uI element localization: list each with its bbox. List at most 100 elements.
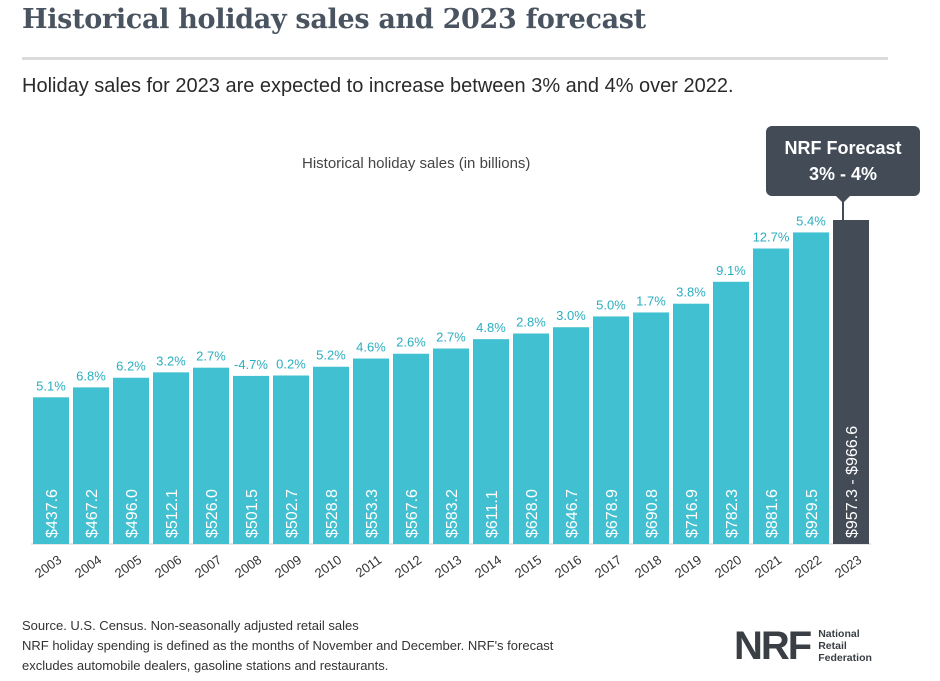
x-tick-label: 2022 <box>792 552 824 581</box>
bar-2010 <box>313 366 349 544</box>
bar-value-label: $512.1 <box>164 489 181 538</box>
x-tick-label: 2012 <box>392 552 424 581</box>
bar-value-label: $716.9 <box>684 489 701 538</box>
bar-growth-label: 3.2% <box>156 353 186 368</box>
bar-value-label: $496.0 <box>124 489 141 538</box>
nrf-logo-mark: NRF <box>734 624 812 668</box>
bar-growth-label: 6.2% <box>116 359 146 374</box>
nrf-logo-line-2: Retail <box>818 640 847 652</box>
x-tick-label: 2008 <box>232 552 264 581</box>
x-tick-label: 2011 <box>353 552 385 580</box>
bar-growth-label: 2.7% <box>436 330 466 345</box>
nrf-logo: NRF National Retail Federation <box>734 626 872 666</box>
x-tick-label: 2010 <box>312 552 344 581</box>
x-tick-label: 2015 <box>512 552 544 581</box>
footer-exclusions: excludes automobile dealers, gasoline st… <box>22 658 389 673</box>
x-tick-label: 2014 <box>472 552 504 581</box>
bar-value-label: $881.6 <box>764 489 781 538</box>
bar-2009 <box>273 375 309 544</box>
nrf-logo-line-1: National <box>818 628 860 640</box>
bar-growth-label: 3.8% <box>676 285 706 300</box>
bar-2014 <box>473 339 509 544</box>
bar-growth-label: 4.6% <box>356 340 386 355</box>
bar-2003 <box>33 397 69 544</box>
forecast-callout-range: 3% - 4% <box>808 164 878 184</box>
footer-source: Source. U.S. Census. Non-seasonally adju… <box>22 618 359 633</box>
forecast-callout-pointer <box>835 195 851 203</box>
x-tick-label: 2005 <box>112 552 144 581</box>
bar-2022 <box>793 232 829 544</box>
bar-value-label: $957.3 - $966.6 <box>844 426 861 538</box>
nrf-logo-text: National Retail Federation <box>818 628 872 664</box>
bar-growth-label: 5.2% <box>316 348 346 363</box>
bar-2018 <box>633 312 669 544</box>
bar-value-label: $782.3 <box>724 489 741 538</box>
bar-growth-label: 9.1% <box>716 263 746 278</box>
bar-value-label: $628.0 <box>524 489 541 538</box>
x-tick-label: 2003 <box>32 552 64 581</box>
bar-2006 <box>153 372 189 544</box>
x-tick-label: 2004 <box>72 552 104 581</box>
bar-value-label: $467.2 <box>84 489 101 538</box>
page-subtitle: Holiday sales for 2023 are expected to i… <box>22 75 734 97</box>
bar-growth-label: 0.2% <box>276 356 306 371</box>
bar-growth-label: 2.8% <box>516 314 546 329</box>
bar-value-label: $528.8 <box>324 489 341 538</box>
x-tick-label: 2018 <box>632 552 664 581</box>
bar-growth-label: 2.7% <box>196 349 226 364</box>
chart-title: Historical holiday sales (in billions) <box>302 155 531 172</box>
page-title: Historical holiday sales and 2023 foreca… <box>22 4 646 35</box>
bar-2020 <box>713 281 749 544</box>
bar-value-label: $678.9 <box>604 489 621 538</box>
bar-value-label: $583.2 <box>444 489 461 538</box>
x-tick-label: 2019 <box>672 552 704 581</box>
bar-value-label: $646.7 <box>564 489 581 538</box>
bar-growth-label: 1.7% <box>636 293 666 308</box>
bar-value-label: $437.6 <box>44 489 61 538</box>
bar-2021 <box>753 248 789 544</box>
bar-value-label: $502.7 <box>284 489 301 538</box>
bar-growth-label: 2.6% <box>396 335 426 350</box>
bar-value-label: $526.0 <box>204 489 221 538</box>
bar-2011 <box>353 358 389 544</box>
nrf-logo-line-3: Federation <box>818 652 872 664</box>
x-tick-label: 2016 <box>552 552 584 581</box>
forecast-callout-title: NRF Forecast <box>784 138 902 158</box>
footer-notes: Source. U.S. Census. Non-seasonally adju… <box>22 616 553 676</box>
bar-growth-label: 5.0% <box>596 297 626 312</box>
bar-value-label: $567.6 <box>404 489 421 538</box>
bar-growth-label: 12.7% <box>753 229 790 244</box>
bar-2007 <box>193 367 229 544</box>
x-tick-label: 2009 <box>272 552 304 581</box>
x-tick-label: 2017 <box>592 552 624 581</box>
x-tick-label: 2020 <box>712 552 744 581</box>
bar-growth-label: 5.4% <box>796 213 826 228</box>
bar-growth-label: 3.0% <box>556 308 586 323</box>
footer-definition: NRF holiday spending is defined as the m… <box>22 638 554 653</box>
bar-value-label: $553.3 <box>364 489 381 538</box>
x-tick-label: 2021 <box>752 552 784 581</box>
title-divider <box>22 57 888 60</box>
bar-2017 <box>593 316 629 544</box>
bar-2023 <box>833 220 869 544</box>
bar-growth-label: -4.7% <box>234 357 268 372</box>
bar-2012 <box>393 353 429 544</box>
bar-value-label: $929.5 <box>804 489 821 538</box>
bar-2013 <box>433 348 469 544</box>
forecast-callout-stem <box>842 202 844 220</box>
bar-value-label: $501.5 <box>244 489 261 538</box>
bar-2019 <box>673 303 709 544</box>
x-tick-label: 2013 <box>432 552 464 581</box>
bar-2016 <box>553 327 589 544</box>
bar-2008 <box>233 375 269 544</box>
bar-value-label: $690.8 <box>644 489 661 538</box>
bar-2004 <box>73 387 109 544</box>
bar-growth-label: 6.8% <box>76 368 106 383</box>
bar-growth-label: 4.8% <box>476 320 506 335</box>
bar-2015 <box>513 333 549 544</box>
forecast-callout: NRF Forecast 3% - 4% <box>766 126 920 196</box>
bar-growth-label: 5.1% <box>36 378 66 393</box>
x-tick-label: 2023 <box>832 552 864 581</box>
bar-value-label: $611.1 <box>484 490 501 538</box>
